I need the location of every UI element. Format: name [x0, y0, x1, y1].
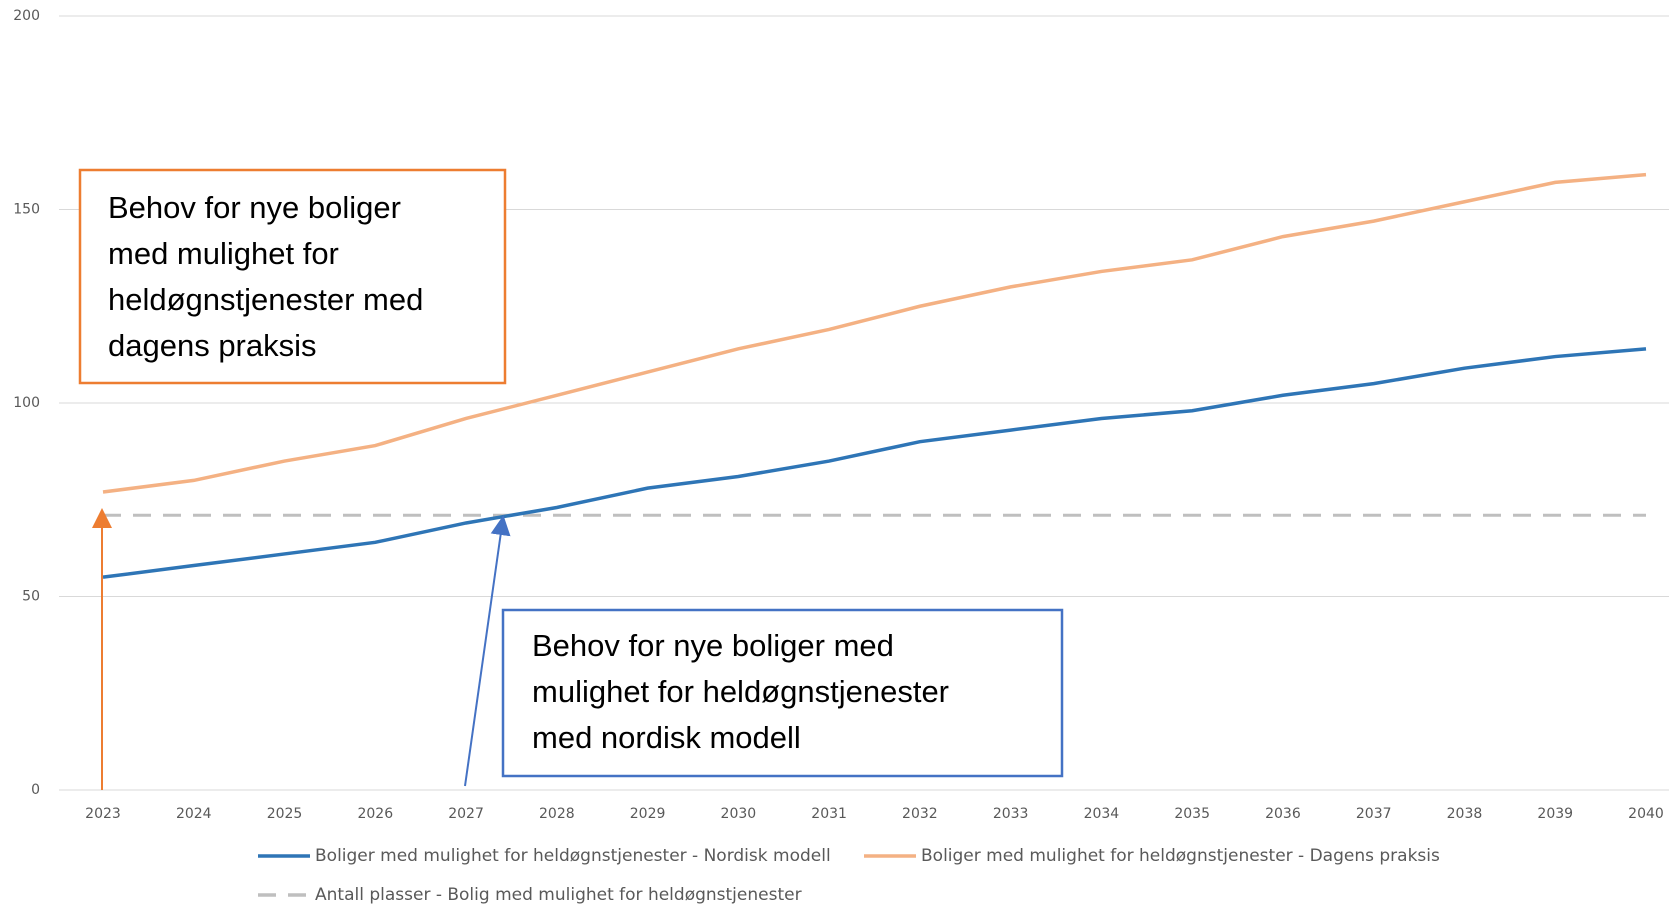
- annotation-text: mulighet for heldøgnstjenester: [532, 674, 949, 709]
- x-tick-label: 2035: [1174, 806, 1210, 822]
- x-tick-label: 2031: [811, 806, 847, 822]
- x-tick-label: 2039: [1537, 806, 1573, 822]
- legend-label: Boliger med mulighet for heldøgnstjenest…: [921, 846, 1440, 866]
- x-tick-label: 2028: [539, 806, 575, 822]
- x-tick-label: 2033: [993, 806, 1029, 822]
- series-line: [102, 172, 1647, 494]
- y-tick-label: 0: [31, 782, 40, 798]
- x-tick-label: 2038: [1447, 806, 1483, 822]
- x-tick-label: 2025: [267, 806, 303, 822]
- x-tick-label: 2036: [1265, 806, 1301, 822]
- annotation-text: dagens praksis: [108, 328, 317, 363]
- y-tick-label: 200: [13, 8, 40, 24]
- x-tick-label: 2037: [1356, 806, 1392, 822]
- arrow: [464, 515, 511, 787]
- y-tick-label: 150: [13, 202, 40, 218]
- annotation-box: [78, 168, 507, 385]
- series-line: [102, 347, 1647, 579]
- annotation-text: med mulighet for: [108, 236, 339, 271]
- x-tick-label: 2029: [630, 806, 666, 822]
- x-tick-label: 2030: [721, 806, 757, 822]
- annotation-box: [501, 608, 1064, 778]
- x-tick-label: 2023: [85, 806, 121, 822]
- legend-label: Antall plasser - Bolig med mulighet for …: [315, 885, 802, 905]
- x-tick-label: 2032: [902, 806, 938, 822]
- x-tick-label: 2026: [357, 806, 393, 822]
- annotation-text: med nordisk modell: [532, 720, 801, 755]
- y-tick-label: 50: [22, 589, 40, 605]
- x-tick-label: 2027: [448, 806, 484, 822]
- x-tick-label: 2024: [176, 806, 212, 822]
- x-tick-label: 2040: [1628, 806, 1664, 822]
- x-tick-label: 2034: [1084, 806, 1120, 822]
- legend-label: Boliger med mulighet for heldøgnstjenest…: [315, 846, 831, 866]
- annotation-text: Behov for nye boliger: [108, 190, 401, 225]
- y-tick-label: 100: [13, 395, 40, 411]
- annotation-text: Behov for nye boliger med: [532, 628, 894, 663]
- annotation-text: heldøgnstjenester med: [108, 282, 423, 317]
